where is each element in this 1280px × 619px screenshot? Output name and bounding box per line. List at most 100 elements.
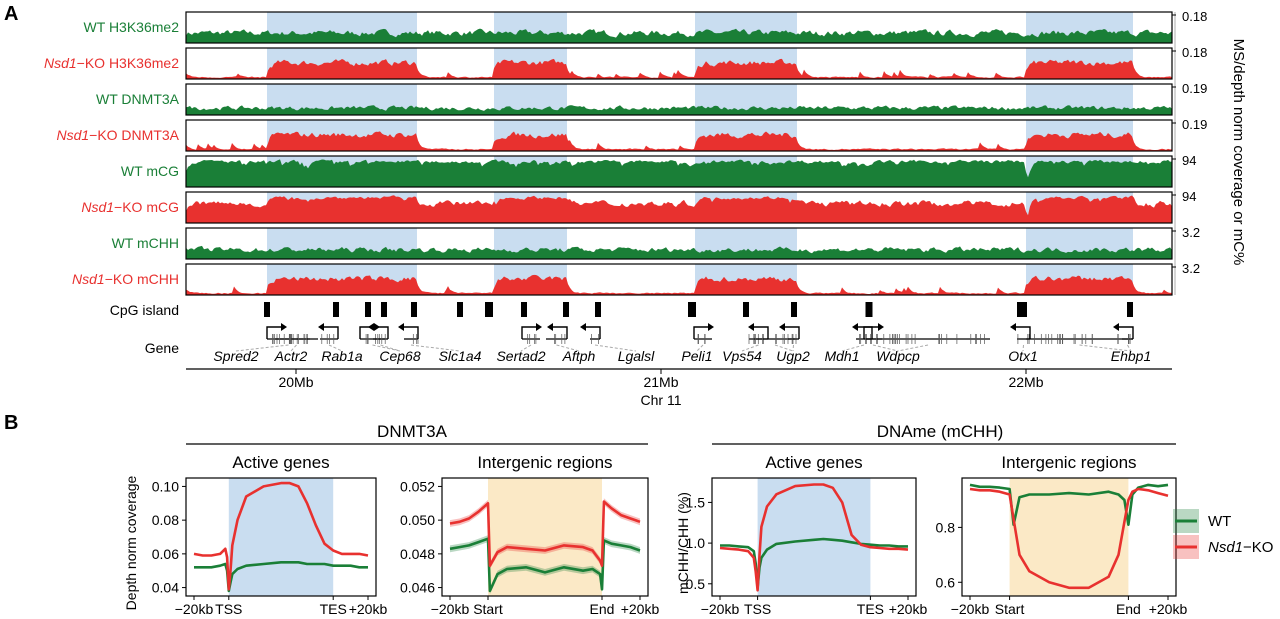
gene-labels: Spred2 Actr2 Rab1a Cep68 Slc1a4 Sertad2 …	[213, 348, 1151, 364]
track-signal	[186, 105, 1172, 115]
series-line	[194, 560, 368, 593]
x-tick-label: TSS	[744, 601, 771, 617]
gene-leader	[556, 344, 580, 352]
track-label-gene: Nsd1	[44, 55, 77, 71]
gene-label: Ugp2	[776, 348, 810, 364]
y-axis-label: mCHH/CHH (%)	[675, 492, 691, 594]
highlight-region	[228, 478, 334, 596]
cpg-island	[457, 302, 463, 317]
track-max-value: 0.18	[1182, 45, 1207, 60]
gene-leader	[696, 344, 704, 352]
cpg-island	[1017, 302, 1027, 317]
y-tick-label: 0.6	[936, 574, 956, 590]
gene-leader	[841, 344, 865, 352]
gene-label: Aftph	[562, 348, 596, 364]
y-tick-label: 0.5	[686, 576, 706, 592]
gene-leader	[1079, 344, 1132, 352]
track-label: WT mCHH	[112, 235, 179, 251]
track-frame	[185, 47, 1173, 80]
track-max-values: 0.18 0.18 0.19 0.19 94 94 3.2 3.2	[1172, 9, 1207, 295]
tss-arrow	[324, 326, 339, 339]
gene-label: Rab1a	[321, 348, 362, 364]
gene-label: Wdpcp	[876, 348, 920, 364]
plot-frame	[711, 477, 917, 597]
series-line	[193, 481, 369, 591]
gene-leader	[897, 344, 929, 352]
gene-leader	[594, 344, 637, 352]
gene-leader	[328, 344, 343, 352]
track-max-value: 0.19	[1182, 117, 1207, 132]
legend-label-ko-rest: −KO	[1243, 539, 1273, 556]
gene-leader	[235, 344, 289, 352]
y-tick-label: 0.04	[152, 580, 179, 596]
gene-leader	[792, 344, 794, 352]
track-signal	[186, 28, 1172, 43]
track-frame	[185, 119, 1173, 152]
track-label-suffix: −KO H3K36me2	[77, 55, 180, 71]
tss-arrowhead	[1010, 323, 1016, 331]
legend-label-wt: WT	[1208, 513, 1231, 530]
tss-arrow	[586, 326, 601, 339]
legend-label-ko: Nsd1−KO	[1208, 539, 1273, 556]
track-max-value: 0.19	[1182, 81, 1207, 96]
track-label-gene: Nsd1	[56, 127, 89, 143]
y-tick-label: 0.06	[152, 546, 179, 562]
x-tick-label: −20kb	[431, 601, 470, 617]
x-tick-label: TES	[320, 601, 347, 617]
highlight-region	[757, 478, 871, 596]
cpg-island	[521, 302, 527, 317]
cpg-island-label: CpG island	[110, 302, 179, 318]
cpg-island	[333, 302, 339, 317]
cpg-island	[365, 302, 371, 317]
genome-axis-tick-label: 22Mb	[1008, 374, 1043, 390]
x-tick-label: Start	[473, 601, 503, 617]
gene-label: Actr2	[274, 348, 308, 364]
track-label-gene: Nsd1	[72, 271, 105, 287]
track-label-suffix: −KO mCHH	[105, 271, 179, 287]
gene-leader	[410, 344, 461, 352]
tss-arrowhead	[536, 323, 542, 331]
plot-frame	[441, 477, 649, 597]
tss-arrow	[404, 326, 419, 339]
track-signal	[186, 245, 1172, 259]
track-label-gene: Nsd1	[81, 199, 114, 215]
x-tick-label: +20kb	[349, 601, 388, 617]
genome-axis-tick-label: 21Mb	[643, 374, 678, 390]
gene-row-label: Gene	[145, 340, 179, 356]
y-tick-label: 0.08	[152, 512, 179, 528]
track-label-suffix: −KO mCG	[114, 199, 179, 215]
tss-arrowhead	[779, 323, 785, 331]
subplot-title: Intergenic regions	[1001, 453, 1136, 472]
tss-arrowhead	[878, 323, 884, 331]
tss-arrow	[1119, 326, 1134, 339]
x-tick-label: −20kb	[175, 601, 214, 617]
gene-leader	[774, 344, 794, 352]
tss-arrowhead	[318, 323, 324, 331]
plot-frame	[961, 477, 1177, 597]
cpg-island	[411, 302, 417, 317]
tss-arrow	[693, 326, 708, 339]
x-tick-label: TSS	[215, 601, 242, 617]
series-line	[719, 483, 909, 592]
track-signal	[186, 195, 1172, 223]
track-frame	[185, 83, 1173, 116]
gene-label: Ehbp1	[1111, 348, 1151, 364]
track-label: Nsd1−KO mCG	[81, 199, 179, 215]
series-line	[969, 487, 1169, 590]
cpg-island	[485, 302, 493, 317]
gene-leader	[741, 344, 759, 352]
subplot-title: Active genes	[765, 453, 862, 472]
gene-label: Slc1a4	[439, 348, 482, 364]
track-label: Nsd1−KO mCHH	[72, 271, 179, 287]
y-tick-label: 0.046	[400, 580, 435, 596]
series-line	[449, 537, 641, 593]
x-tick-label: −20kb	[701, 601, 740, 617]
x-tick-label: Start	[995, 601, 1025, 617]
track-label: WT H3K36me2	[84, 19, 180, 35]
track-label: Nsd1−KO H3K36me2	[44, 55, 179, 71]
series-line	[449, 500, 641, 568]
tss-arrow	[858, 326, 873, 339]
genome-axis-title: Chr 11	[641, 392, 682, 408]
